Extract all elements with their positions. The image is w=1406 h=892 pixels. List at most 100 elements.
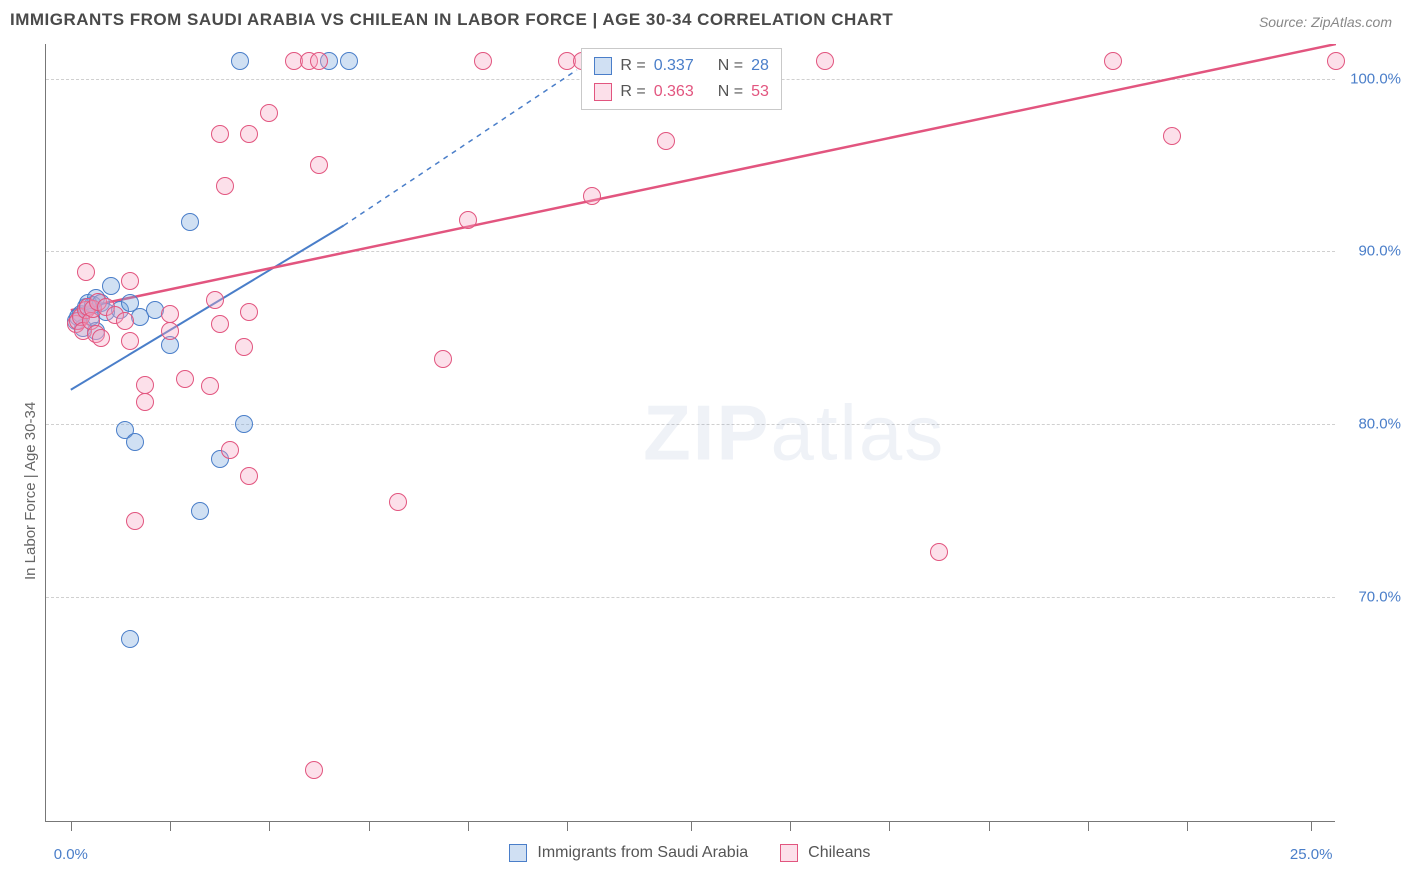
trend-line-saudi-extrapolated <box>344 70 577 226</box>
y-tick-label: 90.0% <box>1341 243 1401 260</box>
scatter-point-chilean <box>97 298 115 316</box>
scatter-point-chilean <box>69 312 87 330</box>
scatter-point-chilean <box>657 132 675 150</box>
legend-n-label: N = <box>718 79 743 105</box>
x-tick <box>71 821 72 831</box>
scatter-point-chilean <box>583 187 601 205</box>
scatter-point-chilean <box>121 332 139 350</box>
series-legend: Immigrants from Saudi ArabiaChileans <box>509 844 892 862</box>
scatter-point-chilean <box>474 52 492 70</box>
scatter-point-chilean <box>84 300 102 318</box>
scatter-point-chilean <box>87 325 105 343</box>
x-tick <box>269 821 270 831</box>
scatter-point-chilean <box>116 312 134 330</box>
x-tick <box>567 821 568 831</box>
scatter-point-chilean <box>92 329 110 347</box>
legend-series-label: Chileans <box>808 844 870 862</box>
scatter-point-chilean <box>310 156 328 174</box>
scatter-point-saudi <box>121 294 139 312</box>
scatter-point-chilean <box>305 761 323 779</box>
scatter-point-saudi <box>79 294 97 312</box>
scatter-point-chilean <box>300 52 318 70</box>
x-tick <box>170 821 171 831</box>
scatter-point-chilean <box>74 322 92 340</box>
scatter-point-saudi <box>72 305 90 323</box>
watermark: ZIPatlas <box>643 388 945 479</box>
x-tick <box>468 821 469 831</box>
y-axis-label: In Labor Force | Age 30-34 <box>22 402 39 580</box>
scatter-point-saudi <box>211 450 229 468</box>
scatter-point-saudi <box>82 308 100 326</box>
scatter-point-chilean <box>161 322 179 340</box>
legend-swatch <box>509 844 527 862</box>
scatter-point-chilean <box>176 370 194 388</box>
legend-swatch <box>780 844 798 862</box>
scatter-point-chilean <box>126 512 144 530</box>
scatter-point-saudi <box>126 433 144 451</box>
scatter-point-saudi <box>74 319 92 337</box>
scatter-point-chilean <box>136 376 154 394</box>
scatter-point-chilean <box>1327 52 1345 70</box>
correlation-legend-row-saudi: R =0.337N =28 <box>594 53 769 79</box>
scatter-point-saudi <box>146 301 164 319</box>
source-label: Source: ZipAtlas.com <box>1259 14 1392 30</box>
scatter-point-chilean <box>89 293 107 311</box>
scatter-point-chilean <box>201 377 219 395</box>
scatter-point-chilean <box>310 52 328 70</box>
y-tick-label: 70.0% <box>1341 589 1401 606</box>
x-tick <box>1088 821 1089 831</box>
scatter-point-chilean <box>77 263 95 281</box>
scatter-point-saudi <box>181 213 199 231</box>
scatter-point-saudi <box>84 296 102 314</box>
correlation-legend: R =0.337N =28R =0.363N =53 <box>581 48 782 110</box>
trend-lines <box>46 44 1336 822</box>
x-tick <box>989 821 990 831</box>
plot-area: 70.0%80.0%90.0%100.0%0.0%25.0%ZIPatlasR … <box>45 44 1335 822</box>
grid-line <box>46 424 1335 425</box>
scatter-point-chilean <box>211 125 229 143</box>
x-tick-label: 25.0% <box>1290 846 1333 863</box>
legend-r-value: 0.337 <box>654 53 694 79</box>
scatter-point-chilean <box>206 291 224 309</box>
scatter-point-saudi <box>231 52 249 70</box>
legend-r-value: 0.363 <box>654 79 694 105</box>
scatter-point-chilean <box>67 315 85 333</box>
scatter-point-saudi <box>92 294 110 312</box>
y-tick-label: 80.0% <box>1341 416 1401 433</box>
scatter-point-saudi <box>102 277 120 295</box>
scatter-point-chilean <box>161 305 179 323</box>
legend-n-label: N = <box>718 53 743 79</box>
legend-r-label: R = <box>620 79 645 105</box>
scatter-point-chilean <box>1104 52 1122 70</box>
correlation-legend-row-chilean: R = 0.363 N = 53 <box>594 79 769 105</box>
legend-swatch <box>594 57 612 75</box>
chart-container: IMMIGRANTS FROM SAUDI ARABIA VS CHILEAN … <box>0 0 1406 892</box>
x-tick <box>1311 821 1312 831</box>
scatter-point-chilean <box>106 306 124 324</box>
scatter-point-chilean <box>816 52 834 70</box>
scatter-point-chilean <box>1163 127 1181 145</box>
scatter-point-saudi <box>320 52 338 70</box>
scatter-point-saudi <box>67 312 85 330</box>
scatter-point-chilean <box>459 211 477 229</box>
scatter-point-chilean <box>77 301 95 319</box>
scatter-point-chilean <box>79 298 97 316</box>
scatter-point-chilean <box>216 177 234 195</box>
x-tick <box>889 821 890 831</box>
scatter-point-chilean <box>434 350 452 368</box>
scatter-point-chilean <box>240 467 258 485</box>
scatter-point-saudi <box>97 303 115 321</box>
scatter-point-saudi <box>111 301 129 319</box>
x-tick <box>1187 821 1188 831</box>
legend-n-value: 53 <box>751 79 769 105</box>
scatter-point-saudi <box>161 336 179 354</box>
scatter-point-saudi <box>121 630 139 648</box>
grid-line <box>46 251 1335 252</box>
grid-line <box>46 597 1335 598</box>
scatter-point-chilean <box>930 543 948 561</box>
scatter-point-chilean <box>235 338 253 356</box>
scatter-point-saudi <box>87 289 105 307</box>
scatter-point-chilean <box>240 303 258 321</box>
legend-r-label: R = <box>620 53 645 79</box>
legend-swatch <box>594 83 612 101</box>
